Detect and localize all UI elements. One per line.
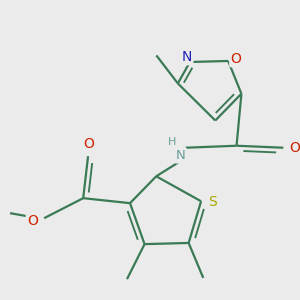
Text: H: H [168, 137, 176, 147]
Text: N: N [176, 149, 186, 162]
Text: S: S [208, 195, 217, 209]
Text: N: N [182, 50, 192, 64]
Text: O: O [230, 52, 242, 66]
Text: O: O [27, 214, 38, 228]
Text: O: O [84, 137, 94, 151]
Text: O: O [290, 141, 300, 155]
